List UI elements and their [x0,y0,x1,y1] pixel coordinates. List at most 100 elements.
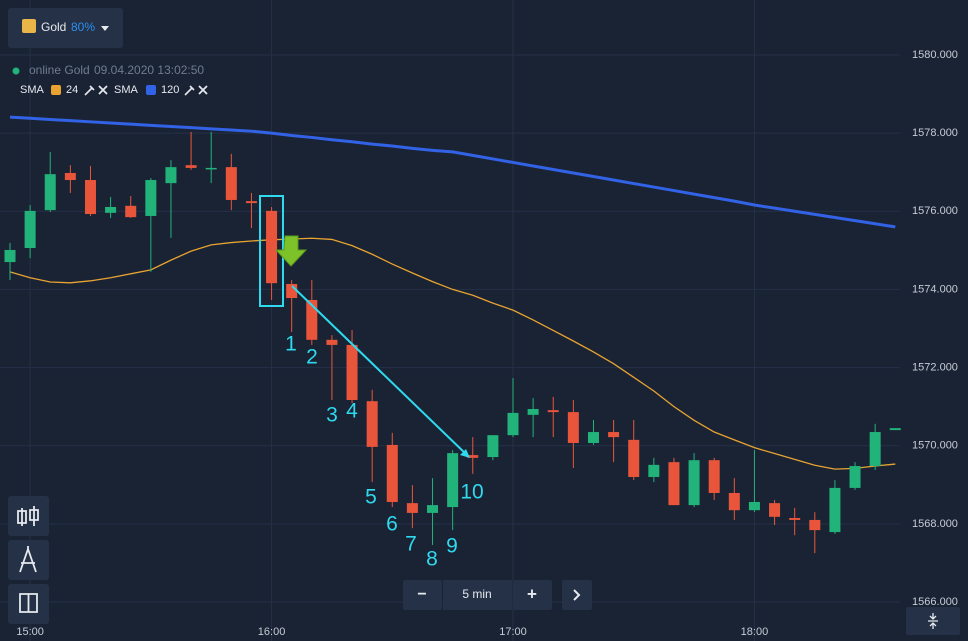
candle-body [688,460,700,506]
timestamp: 09.04.2020 13:02:50 [94,63,204,77]
candle-body [406,503,418,513]
asset-icon [22,19,36,33]
y-tick-label: 1572.000 [912,361,958,373]
legend-label: SMA [20,84,45,96]
marks [4,115,901,554]
candle-body [527,408,539,415]
candle-body [467,455,479,458]
legend-label: SMA [114,84,139,96]
candle-body [728,492,740,511]
candle-body [608,432,620,438]
zoom-in: + [527,584,537,603]
candle-body [447,453,459,508]
candle-body [145,180,157,216]
annotation: 5 [365,486,377,509]
candle-body [507,412,519,436]
status: online Gold [29,63,90,77]
legend-swatch [51,85,61,95]
remove-icon[interactable] [98,85,108,95]
candle-body [44,174,56,211]
candle-body [829,487,841,533]
y-tick-label: 1568.000 [912,518,958,530]
candle-body [567,412,579,443]
annotation: 1 [285,333,297,356]
annotation: 3 [326,404,338,427]
payout: 80% [71,20,95,34]
timeframe-display[interactable] [443,580,512,610]
candle-body [64,172,76,181]
candle-icon [17,506,39,526]
candle-body [225,167,237,200]
candle-body [769,503,781,517]
candle-body [668,462,680,506]
zoom-in-button[interactable] [513,580,552,610]
timeframe: 5 min [462,587,491,601]
next-button[interactable] [562,580,592,610]
annotation: 10 [460,481,483,504]
y-tick-label: 1578.000 [912,127,958,139]
candle-body [628,439,640,477]
annotation: 2 [306,346,318,369]
edit-icon[interactable] [84,85,95,96]
x-tick-label: 15:00 [16,626,44,638]
candle-body [869,432,881,467]
candle-body [849,466,861,488]
y-tick-label: 1570.000 [912,440,958,452]
chart-type-button[interactable] [8,496,49,536]
candle-body [84,180,96,215]
sma-line [9,115,896,229]
candle-body [24,210,36,249]
candle-body [648,464,660,477]
candle-body [4,249,16,263]
status-dot [12,67,20,75]
y-tick-label: 1574.000 [912,283,958,295]
candle-body [105,206,117,213]
dropdown-caret [101,26,109,31]
legend-period: 24 [66,84,78,96]
candle-body [587,432,599,443]
legend-swatch [146,85,156,95]
candle-body [889,428,901,431]
trend-arrowhead [460,449,470,458]
candle-body [205,167,217,170]
legend-period: 120 [161,84,179,96]
candle-body [185,165,197,168]
annotation: 4 [346,400,358,423]
x-tick-label: 16:00 [258,626,286,638]
signal-arrow [274,235,308,267]
trend-arrow [291,285,469,457]
drawing-button[interactable] [8,540,49,580]
candle-body [306,299,318,340]
candle-body [708,460,720,493]
annotation: 8 [426,548,438,571]
candle-body [125,205,137,218]
candle-body [809,519,821,531]
zoom-out: − [417,586,426,603]
candle-body [748,501,760,511]
candle-body [245,201,257,204]
edit-icon[interactable] [184,85,195,96]
annotation: 6 [386,513,398,536]
candle-body [487,435,499,458]
candle-body [366,401,378,447]
candle-body [547,410,559,413]
candle-body [286,283,298,299]
annotation: 7 [405,533,417,556]
candle-body [386,444,398,502]
asset-selector[interactable] [8,8,123,48]
zoom-out-button[interactable] [403,580,442,610]
sma-line [9,237,896,470]
annotation: 9 [446,535,458,558]
candle-body [165,167,177,184]
y-tick-label: 1580.000 [912,49,958,61]
layout-icon [19,593,38,613]
y-tick-label: 1576.000 [912,205,958,217]
compass-icon [19,546,37,573]
remove-icon[interactable] [198,85,208,95]
asset-name: Gold [41,20,66,34]
candle-body [427,505,439,513]
